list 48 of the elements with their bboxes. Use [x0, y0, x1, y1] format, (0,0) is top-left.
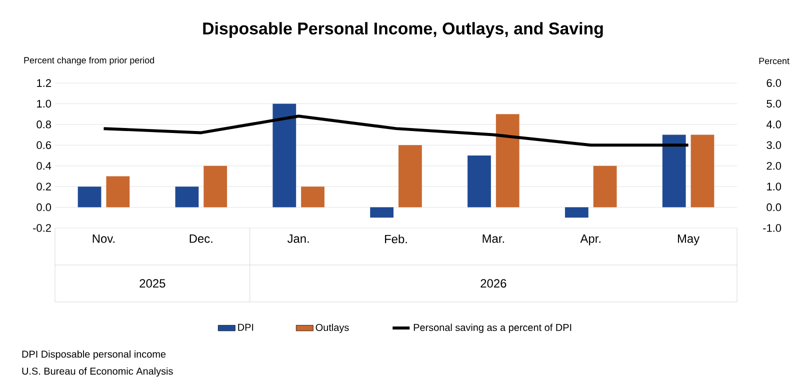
bar	[468, 156, 491, 208]
y-tick-label: 0.0	[36, 203, 52, 212]
legend-label: Outlays	[316, 324, 349, 333]
bar	[106, 176, 130, 208]
x-tick-label: Dec.	[190, 234, 212, 243]
y-tick-label: 0.8	[36, 120, 51, 128]
y-tick-label: 0.2	[36, 182, 51, 190]
bar	[78, 186, 102, 208]
bar	[662, 134, 686, 208]
bar	[593, 166, 617, 208]
x-tick-label: May	[678, 234, 700, 246]
y2-tick-label: 6.0	[766, 79, 782, 87]
bar	[204, 166, 228, 208]
y-tick-label: 0.4	[36, 162, 52, 170]
y2-tick-label: 2.0	[766, 162, 782, 170]
y2-tick-label: 5.0	[766, 100, 782, 108]
text: DPI Disposable personal income	[22, 350, 166, 360]
y2-tick-label: 4.0	[766, 120, 782, 128]
y-axis-title: Percent change from prior period	[24, 56, 154, 66]
y2-tick-label: -1.0	[763, 224, 782, 232]
y-tick-label: 1.0	[37, 100, 52, 108]
x-tick-label: Mar.	[482, 234, 504, 243]
y-tick-label: 0.6	[36, 141, 51, 150]
bar	[690, 134, 714, 208]
bar	[370, 207, 394, 218]
y-tick-label: 1.2	[37, 79, 51, 87]
line-series	[102, 114, 690, 147]
bar	[175, 186, 199, 208]
bar	[272, 104, 296, 208]
chart-title: Disposable Personal Income, Outlays, and Saving	[203, 22, 603, 38]
y2-tick-label: 3.0	[766, 141, 782, 150]
text: 2025	[140, 279, 166, 288]
bar	[496, 114, 520, 208]
bar	[398, 145, 422, 208]
x-tick-label: Feb.	[385, 234, 407, 244]
y2-tick-label: 0.0	[766, 203, 782, 212]
x-tick-label: Jan.	[287, 234, 309, 243]
legend-label: DPI	[238, 324, 254, 331]
legend-label: Personal saving as a percent of DPI	[414, 324, 572, 333]
x-tick-label: Nov.	[92, 234, 114, 243]
y-tick-label: -0.2	[33, 224, 51, 232]
bar	[301, 186, 324, 208]
y2-axis-title: Percent	[759, 58, 790, 64]
x-tick-label: Apr.	[580, 234, 600, 246]
y2-tick-label: 1.0	[767, 182, 782, 190]
bar	[564, 207, 588, 218]
text: 2026	[480, 279, 506, 288]
text: U.S. Bureau of Economic Analysis	[22, 367, 173, 377]
